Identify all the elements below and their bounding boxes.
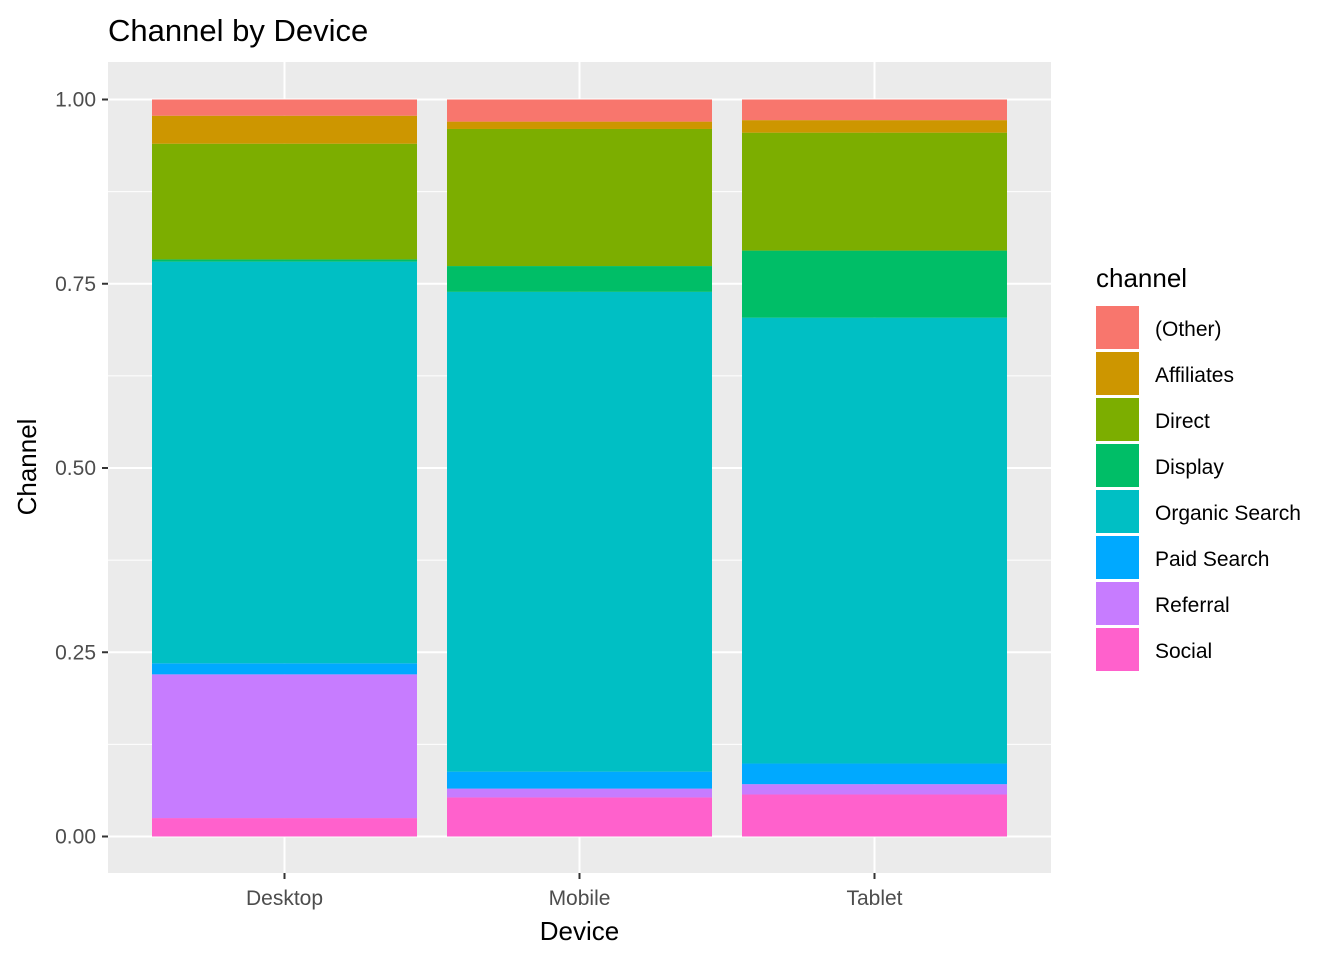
x-tick-label: Mobile xyxy=(549,887,611,910)
legend-swatch xyxy=(1096,490,1139,533)
legend-label: (Other) xyxy=(1155,318,1222,341)
legend-label: Display xyxy=(1155,456,1224,479)
legend-swatch xyxy=(1096,398,1139,441)
chart-title: Channel by Device xyxy=(108,13,368,48)
y-tick-label: 0.75 xyxy=(55,273,96,296)
bar-segment-desktop-affiliates xyxy=(152,115,417,144)
bar-segment-mobile-direct xyxy=(447,128,712,267)
y-tick-label: 0.50 xyxy=(55,457,96,480)
bar-segment-desktop-organic-search xyxy=(152,261,417,664)
legend-items: (Other) Affiliates Direct Display Organic Se… xyxy=(1096,306,1301,671)
bar-segment-tablet-referral xyxy=(742,784,1007,795)
legend-swatch xyxy=(1096,306,1139,349)
legend-label: Social xyxy=(1155,640,1212,663)
bar-segment-mobile-referral xyxy=(447,788,712,798)
legend-swatch xyxy=(1096,536,1139,579)
bar-segment-tablet-organic-search xyxy=(742,317,1007,764)
legend-swatch xyxy=(1096,352,1139,395)
x-axis: Desktop Mobile Tablet xyxy=(246,873,903,910)
bar-segment-mobile-affiliates xyxy=(447,121,712,129)
y-tick-label: 0.00 xyxy=(55,826,96,849)
bar-segment-mobile-display xyxy=(447,266,712,292)
legend-swatch xyxy=(1096,444,1139,487)
legend-swatch xyxy=(1096,628,1139,671)
legend-label: Affiliates xyxy=(1155,364,1234,387)
bar-segment-tablet-other xyxy=(742,99,1007,121)
bar-segment-tablet-affiliates xyxy=(742,120,1007,133)
legend-label: Referral xyxy=(1155,594,1230,617)
bar-segment-mobile-organic-search xyxy=(447,291,712,772)
bar-segment-mobile-paid-search xyxy=(447,771,712,789)
x-axis-title: Device xyxy=(540,916,619,946)
legend: channel (Other) Affiliates Direct Display Or… xyxy=(1096,263,1301,671)
bar-segment-desktop-social xyxy=(152,818,417,837)
bar-segment-mobile-social xyxy=(447,797,712,837)
bars xyxy=(152,99,1007,837)
legend-label: Direct xyxy=(1155,410,1210,433)
bar-segment-tablet-direct xyxy=(742,132,1007,251)
bar-segment-desktop-display xyxy=(152,259,417,262)
bar-segment-tablet-social xyxy=(742,794,1007,837)
bar-segment-tablet-paid-search xyxy=(742,763,1007,785)
legend-label: Paid Search xyxy=(1155,548,1269,571)
bar-segment-desktop-direct xyxy=(152,143,417,260)
legend-label: Organic Search xyxy=(1155,502,1301,525)
y-axis-title: Channel xyxy=(12,419,42,516)
x-tick-label: Desktop xyxy=(246,887,323,910)
bar-segment-desktop-paid-search xyxy=(152,663,417,675)
y-tick-label: 1.00 xyxy=(55,89,96,112)
y-tick-label: 0.25 xyxy=(55,641,96,664)
bar-segment-tablet-display xyxy=(742,250,1007,318)
bar-segment-desktop-other xyxy=(152,99,417,116)
y-axis: 0.00 0.25 0.50 0.75 1.00 xyxy=(55,89,108,849)
x-tick-label: Tablet xyxy=(846,887,902,910)
legend-title: channel xyxy=(1096,263,1187,293)
bar-segment-desktop-referral xyxy=(152,674,417,819)
legend-swatch xyxy=(1096,582,1139,625)
bar-segment-mobile-other xyxy=(447,99,712,122)
